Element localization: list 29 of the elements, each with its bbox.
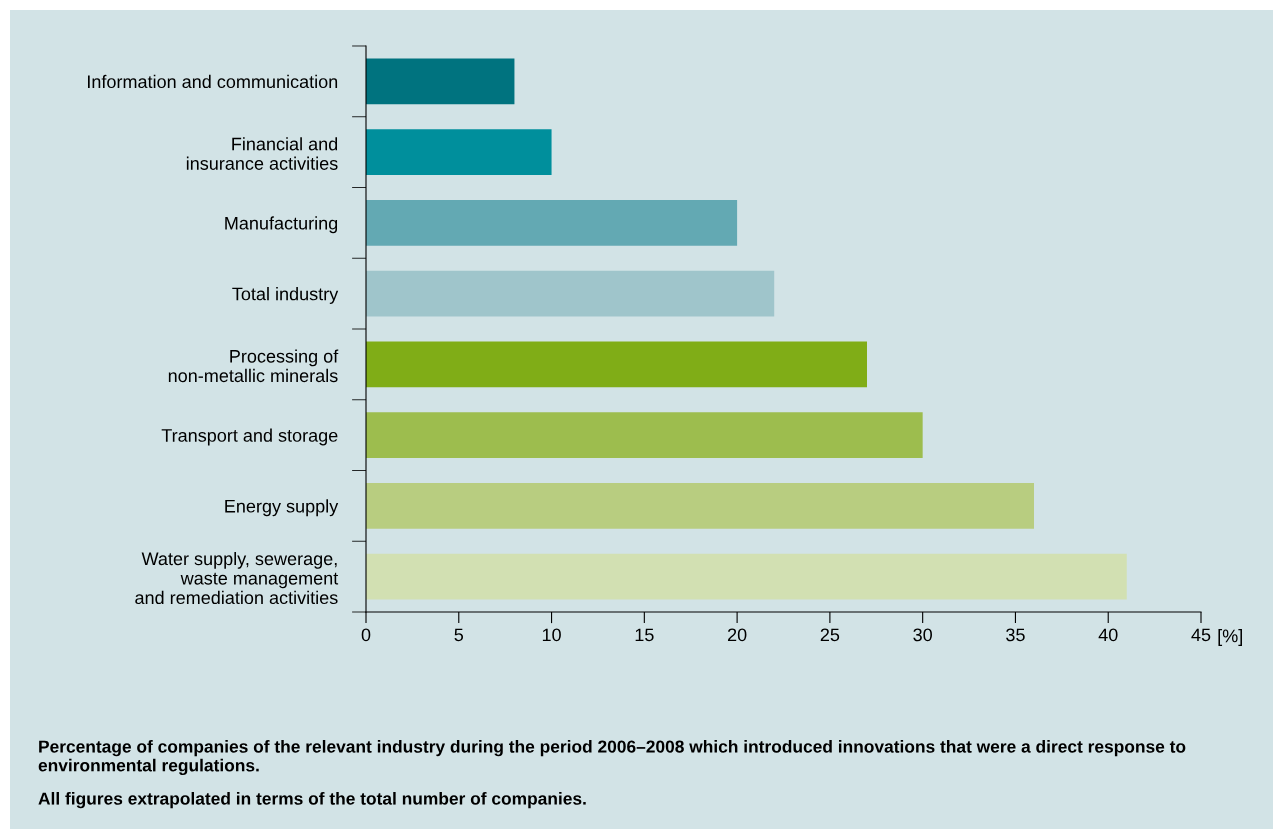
x-tick-label: 10 xyxy=(542,628,561,642)
x-tick-label: 25 xyxy=(820,628,840,642)
bar xyxy=(366,482,1034,529)
y-tick-label: Energy supply xyxy=(225,499,339,517)
bar xyxy=(366,58,515,105)
x-tick-label: 15 xyxy=(635,628,654,642)
y-tick-label: Manufacturing xyxy=(225,216,338,234)
y-tick-label: Processing of non-metallic minerals xyxy=(168,349,339,383)
x-tick-label: 5 xyxy=(454,628,464,642)
bar xyxy=(366,270,775,317)
x-tick-label: 30 xyxy=(913,628,932,642)
y-tick-label: Information and communication xyxy=(88,74,338,89)
bar xyxy=(366,199,738,246)
text: Percentage of companies of the relevant industry during the period 2006–2008 which introduced innovations that were a direct response to environmental regulations. xyxy=(38,740,1186,776)
y-tick-label: Total industry xyxy=(232,287,339,304)
bar xyxy=(366,412,923,459)
text: All figures extrapolated in terms of the total number of companies. xyxy=(38,792,586,809)
x-tick-label: 0 xyxy=(361,628,371,642)
bar xyxy=(366,129,552,176)
bar xyxy=(366,341,867,388)
x-tick-label: 45 xyxy=(1191,628,1211,642)
x-tick-label: 35 xyxy=(1006,628,1025,642)
bar xyxy=(366,553,1127,600)
y-tick-label: Financial and insurance activities xyxy=(186,137,338,170)
x-tick-label: 40 xyxy=(1098,628,1118,642)
x-tick-label: 20 xyxy=(727,628,747,642)
y-tick-label: Transport and storage xyxy=(161,428,338,446)
y-tick-label: Water supply, sewerage, waste management and remediation activities xyxy=(135,551,339,605)
x-axis-title: [%] xyxy=(1218,629,1242,646)
